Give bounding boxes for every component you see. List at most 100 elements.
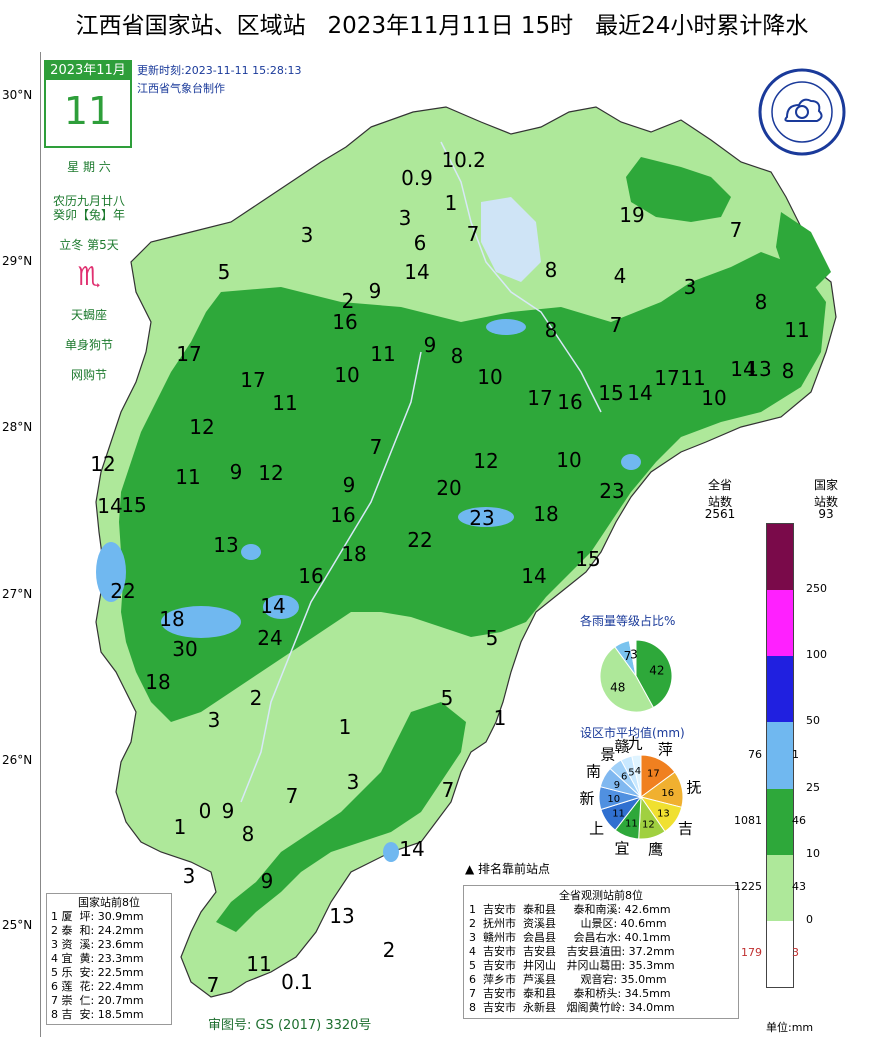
lunar-date: 农历九月廿八 xyxy=(52,194,125,208)
rain-value: 9 xyxy=(260,869,274,893)
calendar-day: 11 xyxy=(63,89,113,133)
rain-value: 7 xyxy=(206,973,220,997)
lat-label: 29°N xyxy=(2,254,33,268)
rain-value: 14 xyxy=(399,837,425,861)
rain-value: 9 xyxy=(423,333,437,357)
pie-city-label: 鹰 xyxy=(648,840,664,859)
rain-value: 3 xyxy=(398,206,412,230)
legend-threshold: 0 xyxy=(806,912,813,926)
rain-value: 23 xyxy=(469,506,495,530)
table-row: 4 宜 黄: 23.3mm xyxy=(51,952,144,965)
table-row: 3 赣州市 会昌县 会昌右水: 40.1mm xyxy=(469,931,671,944)
rain-value: 14 xyxy=(627,381,653,405)
festival-2: 网购节 xyxy=(70,368,107,382)
rain-value: 3 xyxy=(683,275,697,299)
rain-value: 11 xyxy=(272,391,298,415)
legend-threshold: 250 xyxy=(806,582,827,596)
rain-level-pie: 42 48 73 xyxy=(599,639,673,713)
legend-count-national: 43 xyxy=(792,879,806,893)
pie-city-label: 新 xyxy=(579,789,595,808)
pie-value: 13 xyxy=(657,809,670,820)
rain-value: 1 xyxy=(444,191,458,215)
pie-value: 5 xyxy=(628,767,634,778)
pie-value: 10 xyxy=(607,794,620,805)
legend-unit: 单位:mm xyxy=(766,1021,814,1034)
calendar-box: 2023年11月 11 xyxy=(44,60,132,148)
rain-value: 12 xyxy=(258,461,284,485)
rain-value: 8 xyxy=(241,822,255,846)
rain-value: 9 xyxy=(342,473,356,497)
pie-slice xyxy=(599,646,655,713)
table-row: 1 厦 坪: 30.9mm xyxy=(51,910,144,923)
legend-swatch xyxy=(767,524,793,591)
rain-value: 2 xyxy=(249,686,263,710)
rain-value: 3 xyxy=(182,864,196,888)
rain-value: 9 xyxy=(221,799,235,823)
rain-value: 11 xyxy=(246,952,272,976)
triangle-icon: ▲ xyxy=(465,862,479,876)
legend-threshold: 25 xyxy=(806,780,820,794)
rain-value: 9 xyxy=(229,460,243,484)
rain-value: 9 xyxy=(368,279,382,303)
legend-count-provincial: 1081 xyxy=(734,813,762,827)
rain-value: 7 xyxy=(729,218,743,242)
table-row: 5 吉安市 井冈山 井冈山葛田: 35.3mm xyxy=(469,959,675,972)
rain-value: 0.1 xyxy=(281,970,313,994)
legend-swatch xyxy=(767,854,793,921)
pie-value: 4 xyxy=(635,766,641,777)
rain-value: 0.9 xyxy=(401,166,433,190)
pie-value: 9 xyxy=(614,780,620,791)
table-row: 7 吉安市 泰和县 泰和桥头: 34.5mm xyxy=(469,987,671,1000)
rain-value: 16 xyxy=(330,503,356,527)
rain-value: 12 xyxy=(90,452,116,476)
pie-city-label: 景 xyxy=(600,745,616,764)
rain-value: 10 xyxy=(477,365,503,389)
pie-slice xyxy=(635,639,673,709)
all-top8-header: 全省观测站前8位 xyxy=(559,889,643,902)
rain-value: 2 xyxy=(341,289,355,313)
pie-label: 3 xyxy=(630,647,638,661)
rain-value: 18 xyxy=(159,607,185,631)
pie-label: 7 xyxy=(624,649,632,663)
legend-count-national: 3 xyxy=(792,945,799,959)
pie2-title: 设区市平均值(mm) xyxy=(580,726,685,740)
lat-label: 28°N xyxy=(2,420,33,434)
rain-value: 15 xyxy=(575,547,601,571)
rain-value: 14 xyxy=(404,260,430,284)
pie-value: 16 xyxy=(661,788,674,799)
legend-total-right: 93 xyxy=(818,507,834,521)
color-legend xyxy=(766,523,794,988)
rain-value: 23 xyxy=(599,479,625,503)
rain-value: 3 xyxy=(346,770,360,794)
legend-count-national: 1 xyxy=(792,747,799,761)
rank-note-text: 排名靠前站点 xyxy=(478,862,551,876)
table-row: 6 萍乡市 芦溪县 观音宕: 35.0mm xyxy=(469,973,667,986)
producer: 江西省气象台制作 xyxy=(137,82,225,95)
rain-value: 16 xyxy=(332,310,358,334)
table-row: 8 吉安市 永新县 烟阁黄竹岭: 34.0mm xyxy=(469,1001,675,1014)
rain-value: 17 xyxy=(527,386,553,410)
rain-value: 3 xyxy=(207,708,221,732)
rain-value: 8 xyxy=(754,290,768,314)
zodiac-name: 天蝎座 xyxy=(70,308,107,322)
pie-value: 11 xyxy=(612,809,625,820)
rain-value: 6 xyxy=(413,231,427,255)
lat-label: 26°N xyxy=(2,753,33,767)
rain-value: 12 xyxy=(473,449,499,473)
meteorology-logo xyxy=(757,67,847,157)
rain-value: 11 xyxy=(370,342,396,366)
rain-value: 24 xyxy=(257,626,283,650)
legend-count-provincial: 76 xyxy=(748,747,762,761)
rain-value: 11 xyxy=(680,366,706,390)
rain-value: 0 xyxy=(198,799,212,823)
lat-label: 30°N xyxy=(2,88,33,102)
rain-value: 0.2 xyxy=(454,148,486,172)
rain-value: 1 xyxy=(173,815,187,839)
solar-term: 立冬 第5天 xyxy=(59,238,119,252)
rain-value: 7 xyxy=(369,435,383,459)
rain-value: 5 xyxy=(485,626,499,650)
rain-value: 19 xyxy=(619,203,645,227)
rain-value: 5 xyxy=(217,260,231,284)
rain-value: 10 xyxy=(556,448,582,472)
legend-threshold: 50 xyxy=(806,714,820,728)
